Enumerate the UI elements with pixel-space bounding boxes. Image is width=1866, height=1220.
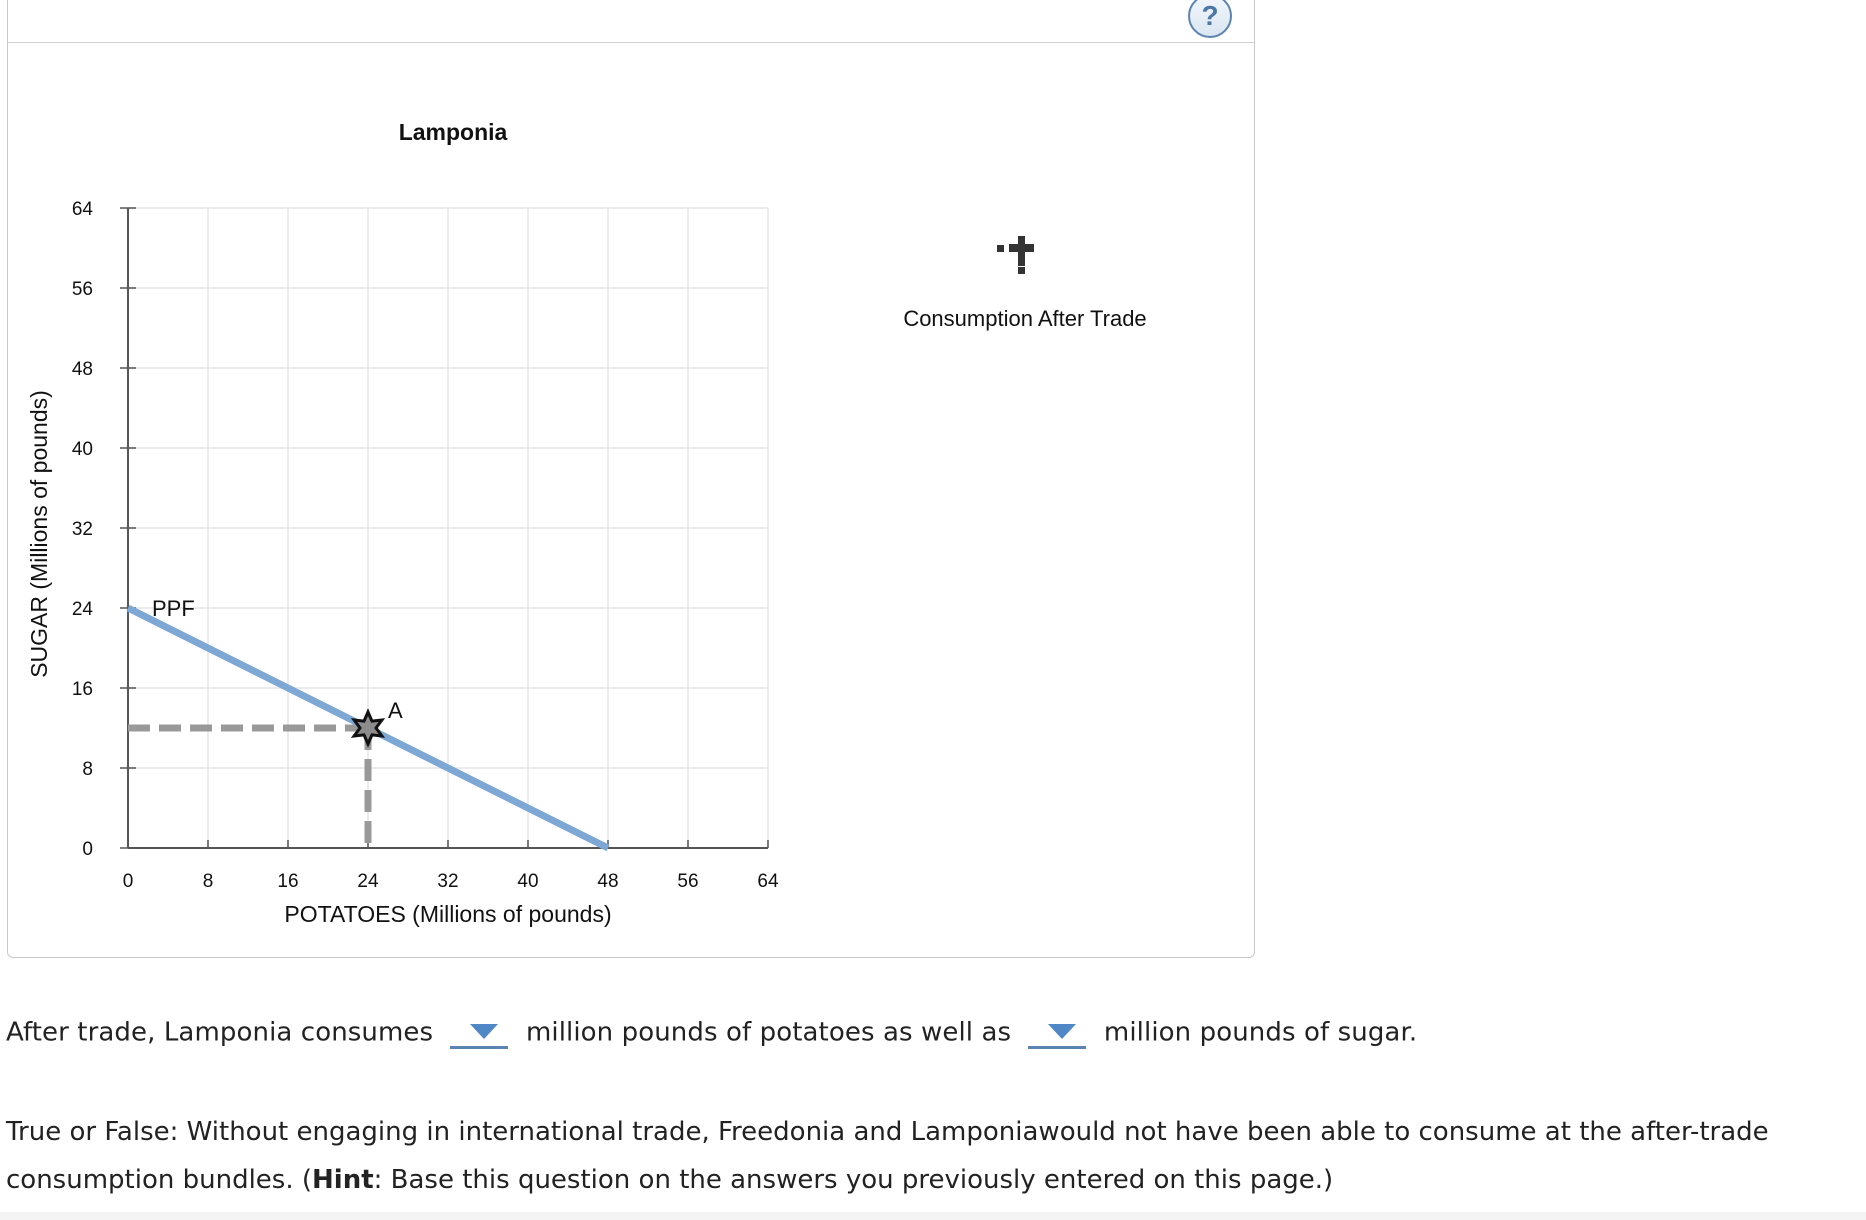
- panel-divider: [8, 42, 1254, 43]
- legend-label: Consumption After Trade: [903, 306, 1147, 331]
- y-tick-label: 56: [72, 279, 93, 300]
- y-tick-label: 64: [72, 199, 94, 220]
- x-tick-label: 56: [677, 871, 698, 892]
- x-tick-label: 24: [357, 871, 379, 892]
- hint-label: Hint: [312, 1165, 374, 1195]
- x-tick-label: 64: [757, 871, 779, 892]
- question-2-hint-text: : Base this question on the answers you …: [373, 1165, 1334, 1195]
- y-tick-label: 40: [72, 439, 93, 460]
- chart-grid: [128, 207, 769, 848]
- chevron-down-icon: [469, 1024, 498, 1039]
- x-tick-label: 8: [203, 871, 214, 892]
- chevron-down-icon: [1047, 1024, 1076, 1039]
- x-tick-label: 16: [277, 871, 298, 892]
- plus-cross-drag-icon[interactable]: [997, 236, 1041, 274]
- footer-strip: [0, 1212, 1866, 1220]
- x-axis-label: POTATOES (Millions of pounds): [284, 901, 611, 927]
- y-tick-label: 16: [72, 679, 93, 700]
- y-tick-label: 0: [82, 839, 93, 860]
- question-1-middle: million pounds of potatoes as well as: [525, 1017, 1012, 1048]
- chart-points: [350, 708, 386, 748]
- question-2: True or False: Without engaging in inter…: [6, 1108, 1846, 1204]
- y-tick-label: 8: [82, 759, 93, 780]
- sugar-dropdown[interactable]: [1027, 1016, 1086, 1049]
- x-tick-label: 48: [597, 871, 618, 892]
- point-guides: [128, 724, 372, 848]
- question-2-text: True or False: Without engaging in inter…: [6, 1117, 1769, 1195]
- y-tick-label: 48: [72, 359, 93, 380]
- y-axis-label: SUGAR (Millions of pounds): [26, 390, 52, 678]
- ppf-label: PPF: [152, 596, 195, 621]
- question-1: After trade, Lamponia consumes million p…: [6, 1016, 1417, 1049]
- help-button[interactable]: ?: [1188, 0, 1232, 38]
- chart-ticks: 0 8 16 24 32 40 48 56 64 0 8 16 24 32 40 48 56 64: [72, 199, 779, 892]
- chart-title: Lamponia: [399, 119, 508, 145]
- x-tick-label: 0: [123, 871, 134, 892]
- potatoes-dropdown[interactable]: [449, 1016, 508, 1049]
- graph-panel: [7, 0, 1255, 958]
- chart-svg[interactable]: 0 8 16 24 32 40 48 56 64 0 8 16 24 32 40 48 56 64 Lamponi…: [0, 0, 1866, 960]
- x-tick-label: 40: [517, 871, 538, 892]
- question-1-prefix: After trade, Lamponia consumes: [6, 1017, 434, 1048]
- point-a-label: A: [388, 698, 403, 723]
- point-a-marker[interactable]: [350, 708, 386, 748]
- y-tick-label: 32: [72, 519, 93, 540]
- question-1-suffix: million pounds of sugar.: [1103, 1017, 1418, 1048]
- x-tick-label: 32: [437, 871, 458, 892]
- y-tick-label: 24: [72, 599, 94, 620]
